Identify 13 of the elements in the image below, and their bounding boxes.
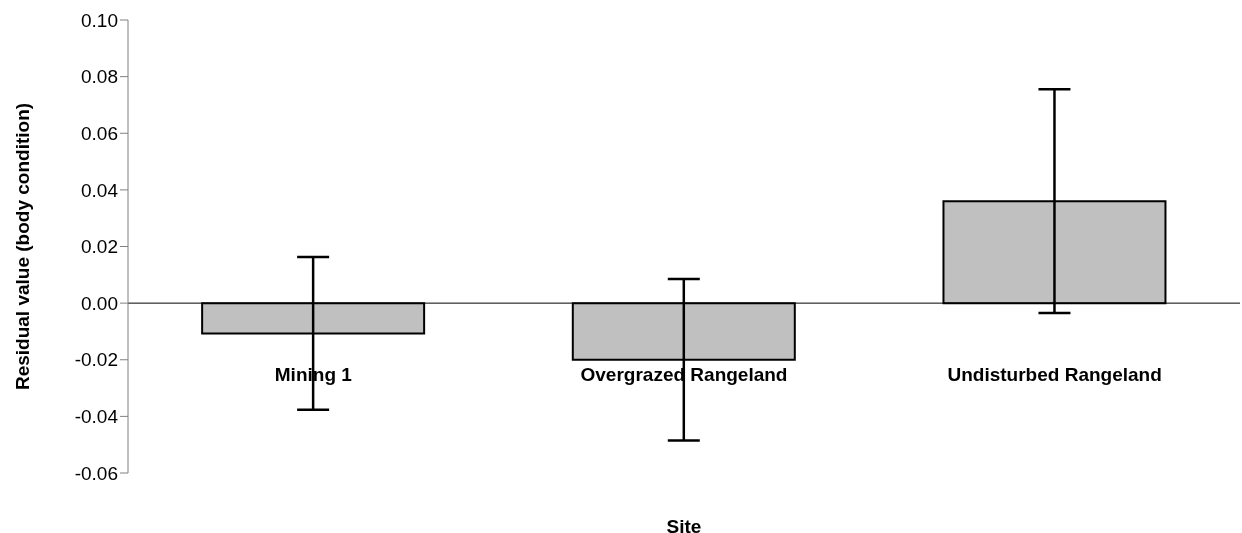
y-tick-label: 0.06 bbox=[81, 122, 118, 144]
y-tick-label: 0.00 bbox=[81, 292, 118, 314]
y-tick-label: 0.02 bbox=[81, 236, 118, 258]
y-axis-title: Residual value (body condition) bbox=[11, 102, 33, 391]
x-tick-label: Undisturbed Rangeland bbox=[947, 364, 1162, 385]
y-tick-label: 0.04 bbox=[81, 179, 119, 201]
x-axis-title: Site bbox=[666, 516, 702, 533]
y-tick-label: -0.06 bbox=[74, 462, 118, 484]
x-tick-label: Overgrazed Rangeland bbox=[580, 364, 788, 385]
y-tick-label: -0.04 bbox=[74, 406, 119, 428]
y-tick-label: -0.02 bbox=[74, 349, 118, 371]
y-tick-label: 0.10 bbox=[81, 9, 118, 31]
y-tick-label: 0.08 bbox=[81, 66, 118, 88]
